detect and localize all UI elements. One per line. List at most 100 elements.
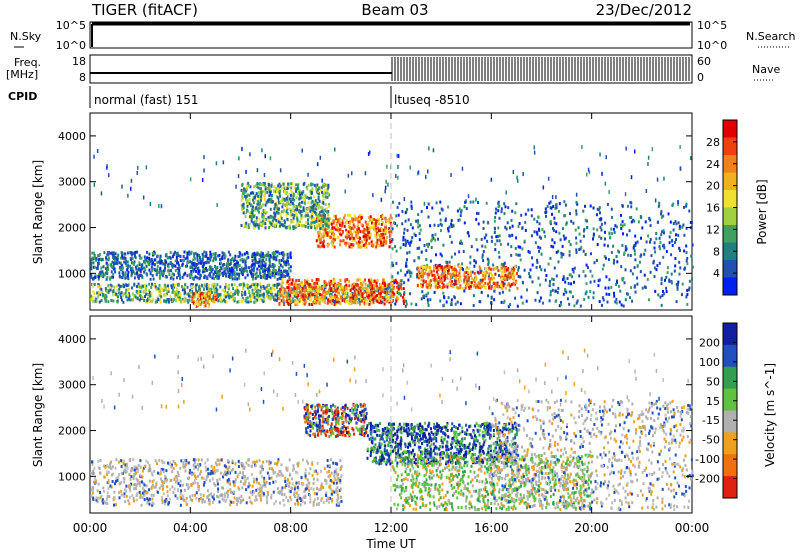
power-cell <box>309 216 311 219</box>
power-cell <box>257 223 259 226</box>
power-cell <box>207 300 209 303</box>
power-cell <box>323 212 325 215</box>
power-cell <box>558 210 560 213</box>
power-cell <box>443 272 445 275</box>
power-cell <box>119 275 121 278</box>
nsky-label: N.Sky <box>10 30 42 43</box>
power-cell <box>209 273 211 276</box>
power-cell <box>558 232 560 235</box>
power-cell <box>312 212 314 215</box>
power-cell <box>579 233 581 236</box>
power-cell <box>501 207 503 210</box>
power-cell <box>472 201 474 204</box>
power-cell <box>290 220 292 223</box>
power-cell <box>404 239 406 242</box>
power-cell <box>397 285 399 288</box>
power-cell <box>281 278 283 281</box>
power-cell <box>293 214 295 217</box>
power-cell <box>264 173 266 177</box>
power-cell <box>139 254 141 257</box>
power-cell <box>273 274 275 277</box>
power-cell <box>192 263 194 266</box>
power-cell <box>360 292 362 295</box>
power-cell <box>340 233 342 236</box>
power-cell <box>256 253 258 256</box>
power-cell <box>166 276 168 279</box>
power-cell <box>483 221 485 224</box>
power-cell <box>597 284 599 287</box>
power-cell <box>295 183 297 186</box>
power-cell <box>325 195 327 198</box>
power-cell <box>297 219 299 222</box>
power-cell <box>454 296 456 299</box>
power-cell <box>503 202 505 205</box>
power-cell <box>175 293 177 296</box>
power-cell <box>421 290 423 293</box>
power-cell <box>384 189 386 193</box>
power-cell <box>594 261 596 264</box>
power-cell <box>485 234 487 237</box>
power-cell <box>290 194 292 197</box>
power-cell <box>203 169 205 173</box>
power-cell <box>426 266 428 269</box>
power-cell <box>675 233 677 236</box>
power-cell <box>607 244 609 247</box>
power-cell <box>616 225 618 228</box>
power-cell <box>626 233 628 236</box>
power-cell <box>318 204 320 207</box>
power-cell <box>686 293 688 296</box>
power-cell <box>343 295 345 298</box>
power-cell <box>659 241 661 244</box>
power-cell <box>410 241 412 244</box>
power-cell <box>320 287 322 290</box>
power-cell <box>266 274 268 277</box>
power-cell <box>198 270 200 273</box>
power-cell <box>647 234 649 237</box>
power-cell <box>681 226 683 229</box>
power-cell <box>317 245 319 248</box>
power-cell <box>162 288 164 291</box>
power-cell <box>378 292 380 295</box>
power-cell <box>307 218 309 221</box>
power-cell <box>583 235 585 238</box>
power-cell <box>474 278 476 281</box>
power-cell <box>473 294 475 297</box>
power-cell <box>640 216 642 219</box>
power-cell <box>299 220 301 223</box>
power-cell <box>335 289 337 292</box>
power-cell <box>269 265 271 268</box>
power-cell <box>519 246 521 249</box>
power-cell <box>141 296 143 299</box>
power-cell <box>182 300 184 303</box>
power-cell <box>205 267 207 270</box>
power-cell <box>686 289 688 292</box>
power-cell <box>386 236 388 239</box>
power-cell <box>553 283 555 286</box>
power-cell <box>553 217 555 220</box>
power-cell <box>345 190 347 194</box>
power-cell <box>498 251 500 254</box>
power-cell <box>440 253 442 256</box>
power-cell <box>342 222 344 225</box>
power-cell <box>322 199 324 202</box>
power-cell <box>273 212 275 215</box>
power-cell <box>125 262 127 265</box>
power-cell <box>291 282 293 285</box>
power-cell <box>442 244 444 247</box>
power-cell <box>108 257 110 260</box>
power-cell <box>234 274 236 277</box>
power-cell <box>610 228 612 231</box>
power-cell <box>278 269 280 272</box>
power-cell <box>117 295 119 298</box>
power-cell <box>158 261 160 264</box>
power-cell <box>667 266 669 269</box>
power-cell <box>550 257 552 260</box>
power-cell <box>451 219 453 222</box>
power-cell <box>654 250 656 253</box>
power-cell <box>236 278 238 281</box>
power-cell <box>539 247 541 250</box>
power-cell <box>438 276 440 279</box>
power-cell <box>354 290 356 293</box>
power-cell <box>90 273 92 276</box>
power-cell <box>96 292 98 295</box>
